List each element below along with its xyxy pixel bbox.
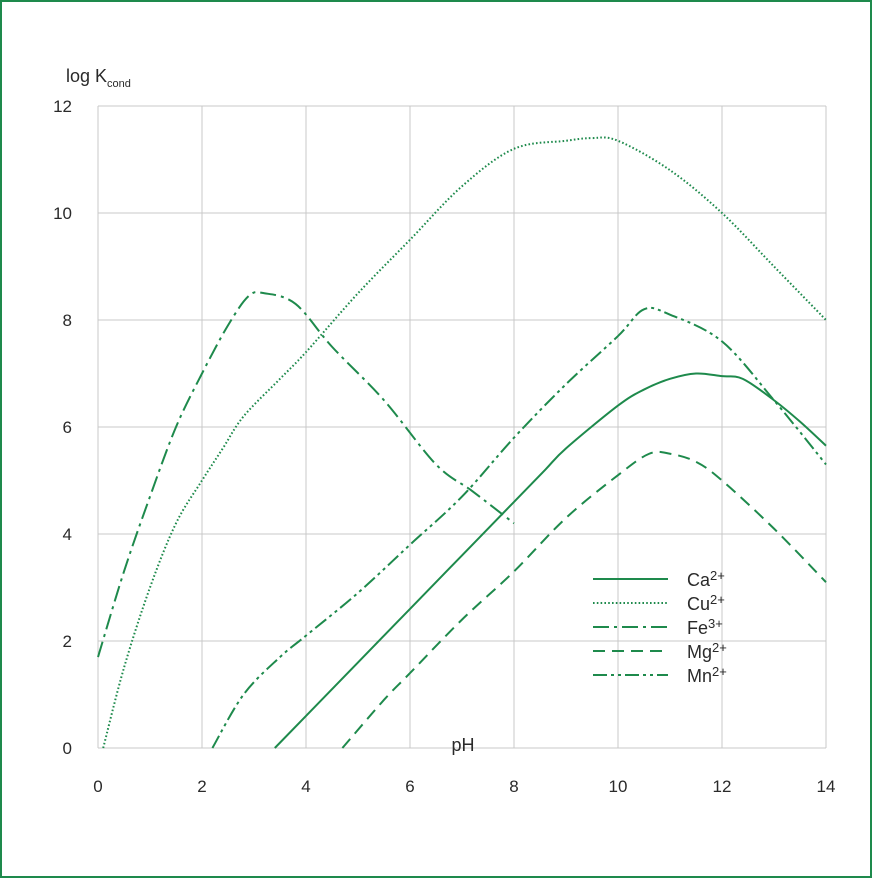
- y-tick-label: 0: [63, 739, 72, 758]
- x-tick-label: 2: [197, 777, 206, 796]
- y-tick-label: 12: [53, 97, 72, 116]
- y-tick-label: 2: [63, 632, 72, 651]
- legend-label-cu: Cu2+: [687, 592, 725, 614]
- y-axis-title-main: log K: [66, 66, 107, 86]
- grid: [97, 105, 827, 749]
- legend: Ca2+Cu2+Fe3+Mg2+Mn2+: [593, 568, 727, 686]
- x-tick-label: 8: [509, 777, 518, 796]
- series-line-cu: [102, 136, 827, 749]
- x-axis-title: pH: [451, 735, 474, 755]
- y-tick-label: 10: [53, 204, 72, 223]
- x-tick-label: 12: [713, 777, 732, 796]
- y-axis-title-sub: cond: [107, 78, 131, 90]
- legend-label-fe: Fe3+: [687, 616, 723, 638]
- x-tick-label: 0: [93, 777, 102, 796]
- y-tick-label: 6: [63, 418, 72, 437]
- y-tick-label: 8: [63, 311, 72, 330]
- y-axis-title: log Kcond: [66, 66, 131, 90]
- x-tick-label: 4: [301, 777, 310, 796]
- series-line-mn: [211, 306, 827, 749]
- legend-label-ca: Ca2+: [687, 568, 725, 590]
- legend-label-mg: Mg2+: [687, 640, 727, 662]
- x-tick-label: 6: [405, 777, 414, 796]
- x-tick-label: 14: [817, 777, 836, 796]
- series-line-fe: [97, 291, 515, 658]
- curves: [97, 136, 827, 749]
- series-line-mg: [341, 450, 827, 749]
- series-line-ca: [274, 372, 827, 749]
- legend-label-mn: Mn2+: [687, 664, 727, 686]
- tick-labels: 0 2 4 6 8 10 12 14 0 2 4 6 8 10 12: [53, 97, 835, 796]
- x-tick-label: 10: [609, 777, 628, 796]
- y-tick-label: 4: [63, 525, 72, 544]
